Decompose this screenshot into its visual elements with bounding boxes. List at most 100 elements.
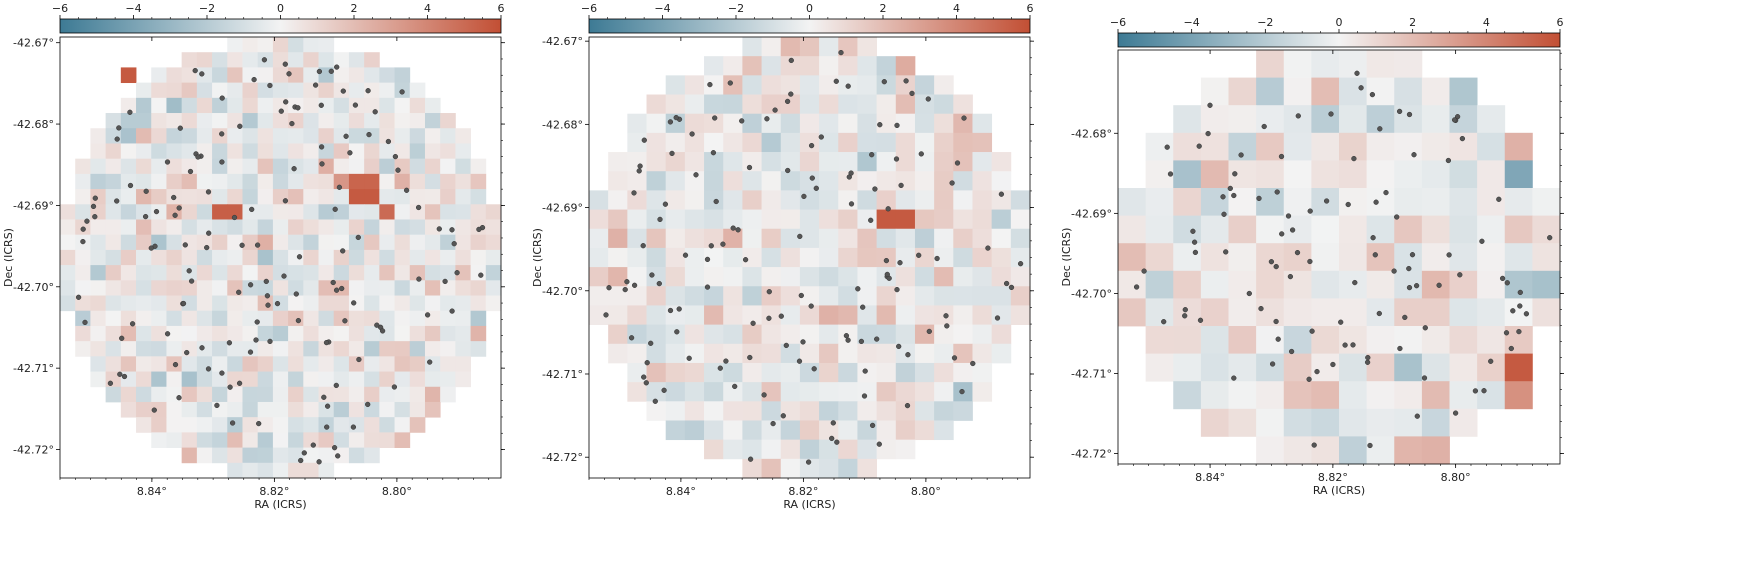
star-marker — [637, 163, 643, 169]
star-marker — [868, 217, 874, 223]
star-marker — [838, 49, 844, 56]
heatmap-cell — [409, 82, 426, 99]
heatmap-cell — [60, 249, 76, 266]
heatmap-cell — [704, 439, 724, 460]
heatmap-cell — [1366, 215, 1395, 244]
heatmap-cell — [1200, 381, 1229, 410]
star-marker — [142, 213, 149, 220]
heatmap-cell — [819, 458, 839, 479]
colorbar — [1117, 32, 1561, 48]
heatmap-cell — [819, 152, 839, 172]
y-tick-label: -42.68° — [1071, 127, 1112, 140]
heatmap-cell — [75, 158, 91, 175]
heatmap-cell — [227, 447, 243, 464]
heatmap-cell — [333, 67, 350, 84]
heatmap-cell — [838, 267, 858, 287]
panel-1: −6 −4 −2 0 2 4 68.84° 8.82° 8.80°-42.67°-42.68°-… — [2, 2, 505, 511]
heatmap-cell — [257, 37, 274, 53]
heatmap-cell — [972, 171, 993, 191]
y-tick-label: -42.67° — [542, 35, 583, 48]
heatmap-cell — [857, 37, 877, 57]
heatmap-cell — [424, 97, 441, 114]
heatmap-cell — [953, 362, 973, 383]
heatmap-cell — [272, 234, 289, 251]
heatmap-cell — [838, 439, 858, 460]
heatmap-cell — [242, 204, 259, 220]
heatmap-cell — [1145, 270, 1174, 299]
heatmap-cell — [212, 386, 228, 403]
heatmap-cell — [742, 343, 762, 364]
heatmap-cell — [120, 249, 137, 266]
heatmap-cell — [953, 401, 973, 421]
heatmap-cell — [409, 128, 426, 144]
heatmap-cell — [742, 171, 762, 191]
heatmap-cell — [972, 113, 993, 134]
heatmap-cell — [819, 439, 839, 460]
x-axis-label: RA (ICRS) — [254, 498, 306, 511]
heatmap-cell — [440, 219, 456, 236]
star-marker — [1221, 211, 1227, 217]
heatmap-cell — [761, 324, 782, 345]
heatmap-cell — [364, 310, 380, 327]
heatmap-cell — [934, 94, 954, 115]
star-marker — [264, 293, 271, 299]
heatmap-cell — [1311, 215, 1340, 244]
heatmap-cell — [364, 67, 380, 84]
heatmap-cell — [470, 265, 487, 281]
star-marker — [1191, 239, 1198, 245]
heatmap-cell — [742, 152, 762, 172]
heatmap-cell — [90, 158, 107, 175]
heatmap-cell — [196, 249, 213, 266]
heatmap-cell — [90, 173, 107, 190]
heatmap-cell — [272, 341, 289, 357]
star-marker — [204, 244, 210, 251]
heatmap-cell — [485, 280, 502, 296]
star-marker — [881, 79, 887, 85]
heatmap-cell — [136, 325, 152, 342]
heatmap-cell — [627, 190, 647, 210]
heatmap-cell — [1256, 353, 1285, 382]
heatmap-cell — [379, 341, 395, 357]
heatmap-cell — [857, 458, 877, 479]
heatmap-cell — [120, 265, 137, 281]
star-marker — [829, 435, 835, 442]
star-marker — [365, 401, 371, 408]
x-tick-label: 8.82° — [1318, 471, 1348, 484]
heatmap-cell — [120, 401, 137, 418]
heatmap-cell — [166, 97, 183, 114]
star-marker — [107, 380, 114, 386]
heatmap-cell — [364, 128, 380, 144]
heatmap-cell — [780, 420, 801, 441]
heatmap-cell — [364, 432, 380, 448]
heatmap-cell — [799, 209, 820, 230]
heatmap-cell — [876, 75, 897, 95]
colorbar-tick-label: 6 — [1027, 2, 1034, 15]
star-marker — [1409, 252, 1416, 258]
star-marker — [301, 450, 307, 456]
heatmap-cell — [424, 143, 441, 160]
star-marker — [1338, 319, 1344, 325]
heatmap-cell — [409, 219, 426, 236]
heatmap-cell — [364, 325, 380, 342]
heatmap-cell — [379, 128, 395, 144]
heatmap-cell — [394, 401, 411, 418]
star-marker — [219, 131, 225, 137]
heatmap-cell — [589, 228, 609, 249]
heatmap-cell — [914, 401, 935, 421]
heatmap-cell — [1145, 215, 1174, 244]
heatmap-cell — [934, 362, 954, 383]
heatmap-cell — [272, 371, 289, 388]
heatmap-cell — [318, 371, 335, 388]
heatmap-cell — [1173, 132, 1202, 161]
star-marker — [788, 57, 794, 64]
star-marker — [805, 459, 812, 465]
heatmap-cell — [953, 324, 973, 345]
heatmap-cell — [1394, 77, 1423, 106]
colorbar-tick-label: 0 — [277, 2, 284, 15]
heatmap-cell — [1228, 243, 1257, 272]
star-marker — [631, 190, 637, 196]
star-marker — [184, 349, 190, 356]
heatmap-cell — [348, 295, 365, 312]
heatmap-cell — [348, 401, 365, 418]
heatmap-cell — [212, 249, 228, 266]
